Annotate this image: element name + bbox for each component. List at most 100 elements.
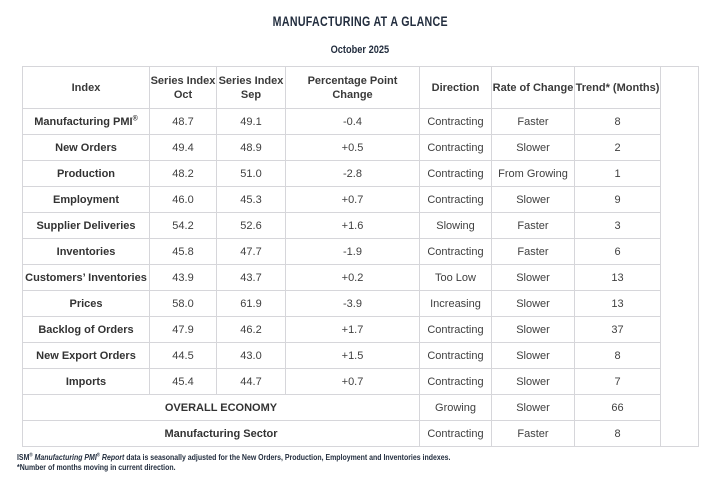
cell-index: New Orders: [22, 134, 150, 161]
registered-mark: ®: [96, 452, 100, 459]
cell-series-oct: 45.8: [149, 238, 217, 265]
cell-index: Manufacturing PMI®: [22, 108, 150, 135]
cell-series-oct: 58.0: [149, 290, 217, 317]
footnote-line-2: *Number of months moving in current dire…: [17, 462, 176, 472]
cell-index: Imports: [22, 368, 150, 395]
page-title-text: MANUFACTURING AT A GLANCE: [272, 13, 448, 29]
cell-trend: 3: [574, 212, 661, 239]
cell-trend: 8: [574, 342, 661, 369]
table-row-employment: Employment 46.0 45.3 +0.7 Contracting Sl…: [22, 186, 661, 213]
cell-rate: Faster: [491, 420, 575, 447]
page-title: MANUFACTURING AT A GLANCE: [0, 13, 720, 31]
empty-right-column: [661, 66, 699, 447]
cell-trend: 1: [574, 160, 661, 187]
cell-direction: Contracting: [419, 342, 492, 369]
col-header-series-sep-line2: Sep: [240, 88, 262, 101]
glance-table-area: Index Series Index Oct Series Index Sep …: [22, 66, 699, 447]
cell-series-sep: 48.9: [216, 134, 286, 161]
cell-change: +0.7: [285, 186, 420, 213]
col-header-direction: Direction: [419, 66, 492, 109]
cell-trend: 13: [574, 290, 661, 317]
cell-series-oct: 45.4: [149, 368, 217, 395]
cell-rate: From Growing: [491, 160, 575, 187]
cell-trend: 8: [574, 420, 661, 447]
cell-direction: Increasing: [419, 290, 492, 317]
cell-change: -1.9: [285, 238, 420, 265]
cell-summary-label: Manufacturing Sector: [22, 420, 420, 447]
registered-mark: ®: [29, 452, 33, 459]
footnote-line-1: ISM® Manufacturing PMI® Report data is s…: [17, 453, 609, 463]
cell-rate: Slower: [491, 290, 575, 317]
col-header-change: Percentage Point Change: [285, 66, 420, 109]
cell-series-sep: 43.7: [216, 264, 286, 291]
col-header-series-oct: Series Index Oct: [149, 66, 217, 109]
cell-direction: Contracting: [419, 108, 492, 135]
cell-index: Prices: [22, 290, 150, 317]
page-subtitle-text: October 2025: [330, 44, 390, 56]
cell-direction: Growing: [419, 394, 492, 421]
cell-change: -0.4: [285, 108, 420, 135]
cell-index: Employment: [22, 186, 150, 213]
cell-trend: 2: [574, 134, 661, 161]
cell-direction: Slowing: [419, 212, 492, 239]
cell-series-sep: 47.7: [216, 238, 286, 265]
cell-series-oct: 44.5: [149, 342, 217, 369]
footnote-text: data is seasonally adjusted for the New …: [124, 453, 451, 462]
col-header-series-sep-line1: Series Index: [218, 74, 284, 87]
cell-rate: Slower: [491, 264, 575, 291]
table-header-row: Index Series Index Oct Series Index Sep …: [22, 66, 661, 109]
index-label: Manufacturing PMI: [34, 115, 133, 128]
footnote-report-word: Report: [99, 453, 125, 462]
table-row-supplier-deliveries: Supplier Deliveries 54.2 52.6 +1.6 Slowi…: [22, 212, 661, 239]
cell-rate: Slower: [491, 342, 575, 369]
cell-change: +0.2: [285, 264, 420, 291]
footnote-ism: ISM: [17, 453, 30, 462]
cell-index: Backlog of Orders: [22, 316, 150, 343]
cell-series-sep: 44.7: [216, 368, 286, 395]
cell-change: -2.8: [285, 160, 420, 187]
cell-trend: 37: [574, 316, 661, 343]
cell-series-oct: 46.0: [149, 186, 217, 213]
cell-index: New Export Orders: [22, 342, 150, 369]
cell-trend: 13: [574, 264, 661, 291]
cell-trend: 6: [574, 238, 661, 265]
summary-row-manufacturing-sector: Manufacturing Sector Contracting Faster …: [22, 420, 661, 447]
registered-mark: ®: [132, 114, 138, 122]
table-row-prices: Prices 58.0 61.9 -3.9 Increasing Slower …: [22, 290, 661, 317]
cell-direction: Too Low: [419, 264, 492, 291]
cell-rate: Faster: [491, 212, 575, 239]
cell-series-sep: 52.6: [216, 212, 286, 239]
table-row-backlog-of-orders: Backlog of Orders 47.9 46.2 +1.7 Contrac…: [22, 316, 661, 343]
cell-direction: Contracting: [419, 134, 492, 161]
col-header-trend: Trend* (Months): [574, 66, 661, 109]
cell-rate: Faster: [491, 108, 575, 135]
cell-series-oct: 43.9: [149, 264, 217, 291]
cell-rate: Slower: [491, 134, 575, 161]
cell-summary-label: OVERALL ECONOMY: [22, 394, 420, 421]
col-header-series-oct-line1: Series Index: [150, 74, 216, 87]
cell-trend: 8: [574, 108, 661, 135]
footnote: ISM® Manufacturing PMI® Report data is s…: [17, 453, 609, 472]
table-row-manufacturing-pmi: Manufacturing PMI® 48.7 49.1 -0.4 Contra…: [22, 108, 661, 135]
table-row-new-orders: New Orders 49.4 48.9 +0.5 Contracting Sl…: [22, 134, 661, 161]
cell-series-sep: 43.0: [216, 342, 286, 369]
cell-series-oct: 48.2: [149, 160, 217, 187]
cell-series-sep: 61.9: [216, 290, 286, 317]
table-row-imports: Imports 45.4 44.7 +0.7 Contracting Slowe…: [22, 368, 661, 395]
cell-trend: 7: [574, 368, 661, 395]
manufacturing-at-a-glance-table: Index Series Index Oct Series Index Sep …: [22, 66, 661, 447]
cell-direction: Contracting: [419, 420, 492, 447]
cell-direction: Contracting: [419, 160, 492, 187]
cell-series-oct: 49.4: [149, 134, 217, 161]
cell-series-sep: 45.3: [216, 186, 286, 213]
cell-rate: Slower: [491, 316, 575, 343]
col-header-series-sep: Series Index Sep: [216, 66, 286, 109]
summary-row-overall-economy: OVERALL ECONOMY Growing Slower 66: [22, 394, 661, 421]
table-row-new-export-orders: New Export Orders 44.5 43.0 +1.5 Contrac…: [22, 342, 661, 369]
cell-direction: Contracting: [419, 238, 492, 265]
footnote-report-title: Manufacturing PMI: [32, 453, 97, 462]
col-header-series-oct-line2: Oct: [173, 88, 193, 101]
cell-direction: Contracting: [419, 316, 492, 343]
col-header-index: Index: [22, 66, 150, 109]
